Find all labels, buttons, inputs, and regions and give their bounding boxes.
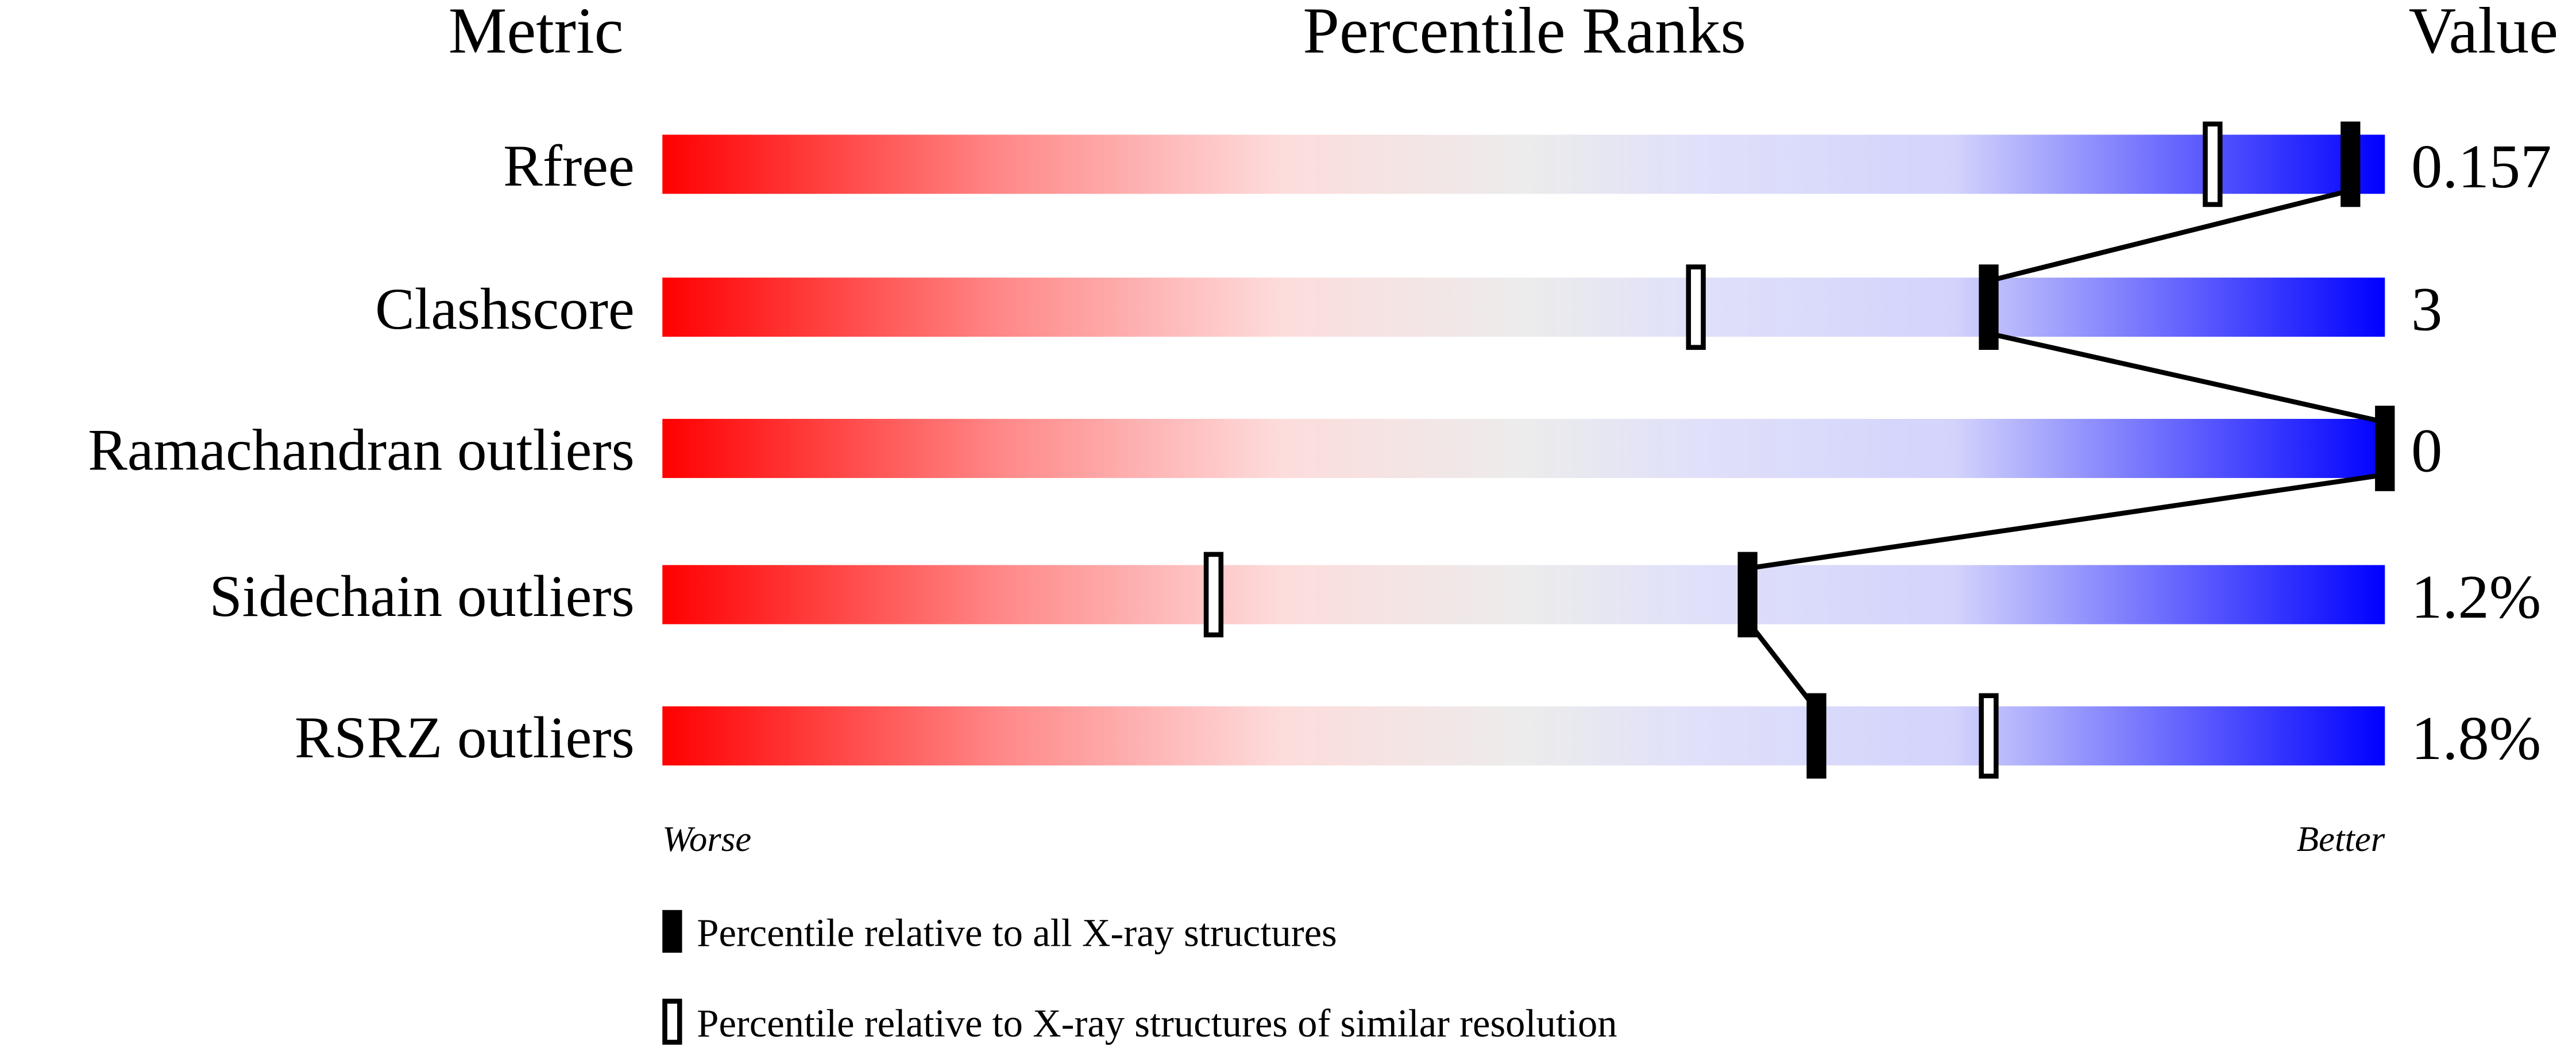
header-metric: Metric bbox=[449, 0, 624, 67]
connector-line bbox=[1747, 472, 2385, 571]
header-percentile-ranks: Percentile Ranks bbox=[1303, 0, 1746, 67]
connector-line bbox=[1745, 619, 1818, 711]
all-structures-marker bbox=[2375, 406, 2395, 491]
metric-label: Ramachandran outliers bbox=[88, 418, 635, 483]
connector-line bbox=[1988, 331, 2386, 425]
similar-resolution-marker bbox=[2203, 121, 2223, 207]
similar-resolution-marker bbox=[1979, 693, 1999, 779]
percentile-bar bbox=[662, 706, 2385, 766]
worse-label: Worse bbox=[662, 819, 751, 859]
metric-value: 1.8% bbox=[2411, 704, 2541, 773]
percentile-bar bbox=[662, 419, 2385, 478]
all-structures-marker bbox=[1979, 264, 1999, 350]
similar-resolution-marker bbox=[1203, 552, 1224, 638]
header-value: Value bbox=[2409, 0, 2558, 67]
metric-label: Rfree bbox=[503, 133, 635, 199]
percentile-bar bbox=[662, 134, 2385, 194]
percentile-bar bbox=[662, 278, 2385, 337]
connector-line bbox=[1988, 188, 2351, 284]
metric-label: Clashscore bbox=[375, 276, 635, 342]
all-structures-marker bbox=[2341, 121, 2361, 207]
all-structures-marker bbox=[1737, 552, 1758, 638]
similar-resolution-marker bbox=[1686, 264, 1706, 350]
all-structures-marker bbox=[1806, 693, 1826, 779]
metric-value: 3 bbox=[2411, 275, 2442, 344]
legend-hollow-marker bbox=[662, 999, 682, 1045]
legend-filled-label: Percentile relative to all X-ray structu… bbox=[697, 911, 1337, 955]
metric-label: RSRZ outliers bbox=[295, 705, 635, 770]
percentile-bar bbox=[662, 565, 2385, 625]
legend-hollow-label: Percentile relative to X-ray structures … bbox=[697, 1001, 1617, 1045]
metric-value: 0 bbox=[2411, 417, 2442, 486]
metric-value: 0.157 bbox=[2411, 132, 2551, 201]
legend-filled-marker bbox=[662, 910, 682, 953]
metric-label: Sidechain outliers bbox=[209, 564, 634, 629]
metric-value: 1.2% bbox=[2411, 562, 2541, 631]
better-label: Better bbox=[2297, 819, 2385, 859]
